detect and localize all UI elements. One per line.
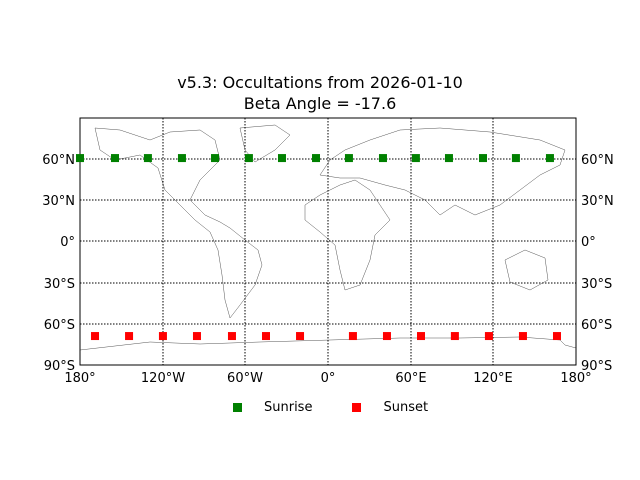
svg-text:60°N: 60°N (581, 153, 614, 168)
svg-text:0°: 0° (581, 235, 596, 250)
svg-text:30°S: 30°S (44, 277, 75, 292)
sunset-marker (484, 332, 493, 341)
svg-text:120°W: 120°W (141, 371, 185, 386)
svg-text:30°S: 30°S (581, 277, 612, 292)
coastlines (79, 124, 577, 351)
svg-text:60°N: 60°N (42, 153, 75, 168)
gridlines (80, 118, 576, 365)
svg-text:90°S: 90°S (581, 359, 612, 374)
chart-title: v5.3: Occultations from 2026-01-10 (177, 73, 463, 92)
svg-text:180°: 180° (560, 371, 591, 386)
sunrise-marker (545, 154, 554, 163)
svg-text:30°N: 30°N (42, 194, 75, 209)
svg-text:60°S: 60°S (44, 318, 75, 333)
sunset-marker (518, 332, 527, 341)
sunrise-marker (312, 154, 321, 163)
sunrise-marker (110, 154, 119, 163)
sunrise-marker (411, 154, 420, 163)
sunset-marker (158, 332, 167, 341)
svg-text:120°E: 120°E (473, 371, 513, 386)
sunrise-marker (444, 154, 453, 163)
svg-text:30°N: 30°N (581, 194, 614, 209)
legend-sunset: Sunset (383, 400, 429, 415)
sunset-marker (417, 332, 425, 341)
svg-text:0°: 0° (60, 235, 75, 250)
sunrise-marker (244, 154, 253, 163)
svg-text:60°E: 60°E (395, 371, 426, 386)
sunset-marker (262, 332, 270, 341)
sunrise-swatch-icon (233, 403, 242, 412)
sunset-marker (348, 332, 357, 341)
sunset-marker (227, 332, 236, 341)
legend-sunrise: Sunrise (264, 400, 313, 415)
svg-text:60°W: 60°W (227, 371, 263, 386)
y-axis-labels-right: 60°N 30°N 0° 30°S 60°S 90°S (581, 153, 614, 374)
sunset-marker (382, 332, 391, 341)
sunrise-marker (143, 154, 152, 163)
sunset-swatch-icon (352, 403, 362, 412)
svg-text:180°: 180° (64, 371, 95, 386)
sunset-marker (192, 332, 201, 341)
sunrise-marker (479, 154, 487, 163)
legend: Sunrise Sunset (233, 400, 428, 415)
sunset-marker (552, 332, 561, 341)
chart-subtitle: Beta Angle = -17.6 (243, 94, 397, 113)
map-frame (79, 117, 577, 366)
svg-text:90°S: 90°S (44, 359, 75, 374)
y-axis-labels-left: 60°N 30°N 0° 30°S 60°S 90°S (42, 153, 75, 374)
sunset-marker (91, 332, 100, 341)
sunrise-marker (76, 154, 84, 163)
sunrise-marker (277, 154, 286, 163)
sunrise-marker (177, 154, 186, 163)
sunrise-marker (378, 154, 387, 163)
sunset-marker (450, 332, 459, 341)
sunrise-marker (344, 154, 353, 163)
svg-text:60°S: 60°S (581, 318, 612, 333)
sunrise-marker (511, 154, 520, 163)
occultation-markers (76, 154, 561, 341)
sunrise-marker (211, 154, 220, 163)
sunset-marker (296, 332, 305, 341)
sunset-marker (125, 332, 134, 341)
x-axis-labels: 180° 120°W 60°W 0° 60°E 120°E 180° (64, 371, 591, 386)
svg-text:0°: 0° (321, 371, 336, 386)
